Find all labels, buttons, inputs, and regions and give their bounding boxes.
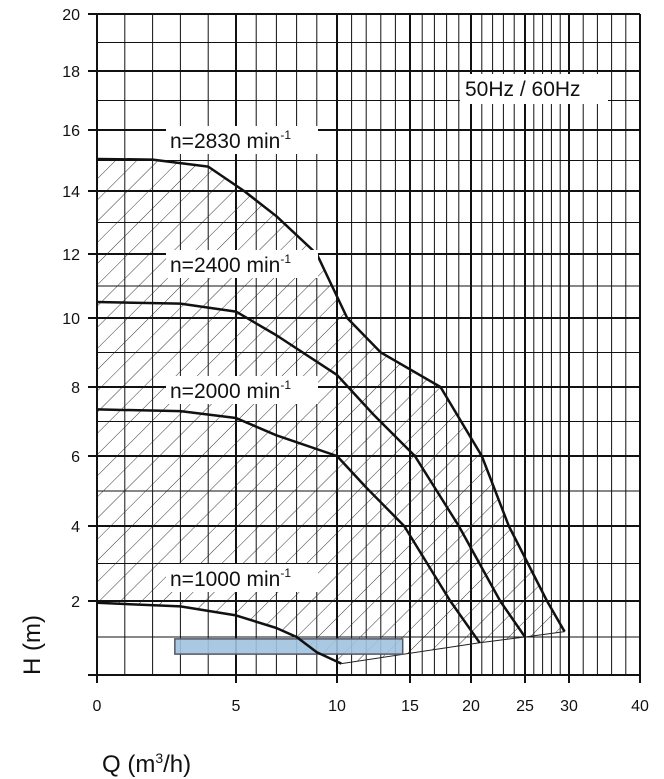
- label-background: [166, 376, 318, 404]
- x-axis-label-sup: 3: [155, 750, 163, 766]
- y-tick-label: 2: [71, 594, 80, 611]
- x-tick-label: 40: [631, 698, 649, 715]
- labels: n=2830 min-1 n=2400 min-1 n=2000 min-1 n=10…: [166, 126, 318, 592]
- y-tick-label: 10: [62, 311, 80, 328]
- curve-n-1000: [96, 601, 342, 665]
- y-tick-label: 18: [62, 64, 80, 81]
- y-tick-label: 6: [71, 449, 80, 466]
- x-axis-label-end: /h): [163, 751, 191, 778]
- chart-title: 50Hz / 60Hz: [465, 78, 581, 101]
- x-axis-label: Q (m3/h): [102, 750, 191, 778]
- x-tick-label: 25: [516, 698, 534, 715]
- highlight-band: [174, 638, 404, 655]
- y-tick-label: 4: [71, 519, 80, 536]
- x-tick-label: 20: [462, 698, 480, 715]
- curve-n-2400: [96, 300, 527, 638]
- curves: [96, 157, 566, 665]
- x-tick-label: 30: [560, 698, 578, 715]
- series-label: n=2830 min-1: [170, 128, 291, 153]
- curve-n-2830: [96, 157, 566, 633]
- y-tick-label: 16: [62, 123, 80, 140]
- x-tick-label: 0: [93, 698, 102, 715]
- x-tick-label: 5: [232, 698, 241, 715]
- x-tick-label: 15: [401, 698, 419, 715]
- series-label: n=1000 min-1: [170, 566, 291, 591]
- label-background: [166, 250, 318, 278]
- y-axis-label: H (m): [19, 615, 46, 675]
- y-tick-label: 12: [62, 247, 80, 264]
- y-tick-label: 8: [71, 380, 80, 397]
- operating-boundary-line: [341, 631, 565, 665]
- title-background: [460, 74, 608, 104]
- operating-range-hatch: [97, 158, 565, 664]
- y-tick-label: 20: [62, 7, 80, 24]
- series-label: n=2000 min-1: [170, 378, 291, 403]
- series-label: n=2400 min-1: [170, 252, 291, 277]
- hatch-area: [97, 158, 565, 664]
- curve-n-2000: [96, 408, 481, 644]
- label-background: [166, 564, 318, 592]
- x-axis-label-base: Q (m: [102, 751, 155, 778]
- y-tick-label: 14: [62, 184, 80, 201]
- label-background: [166, 126, 318, 154]
- x-tick-label: 10: [328, 698, 346, 715]
